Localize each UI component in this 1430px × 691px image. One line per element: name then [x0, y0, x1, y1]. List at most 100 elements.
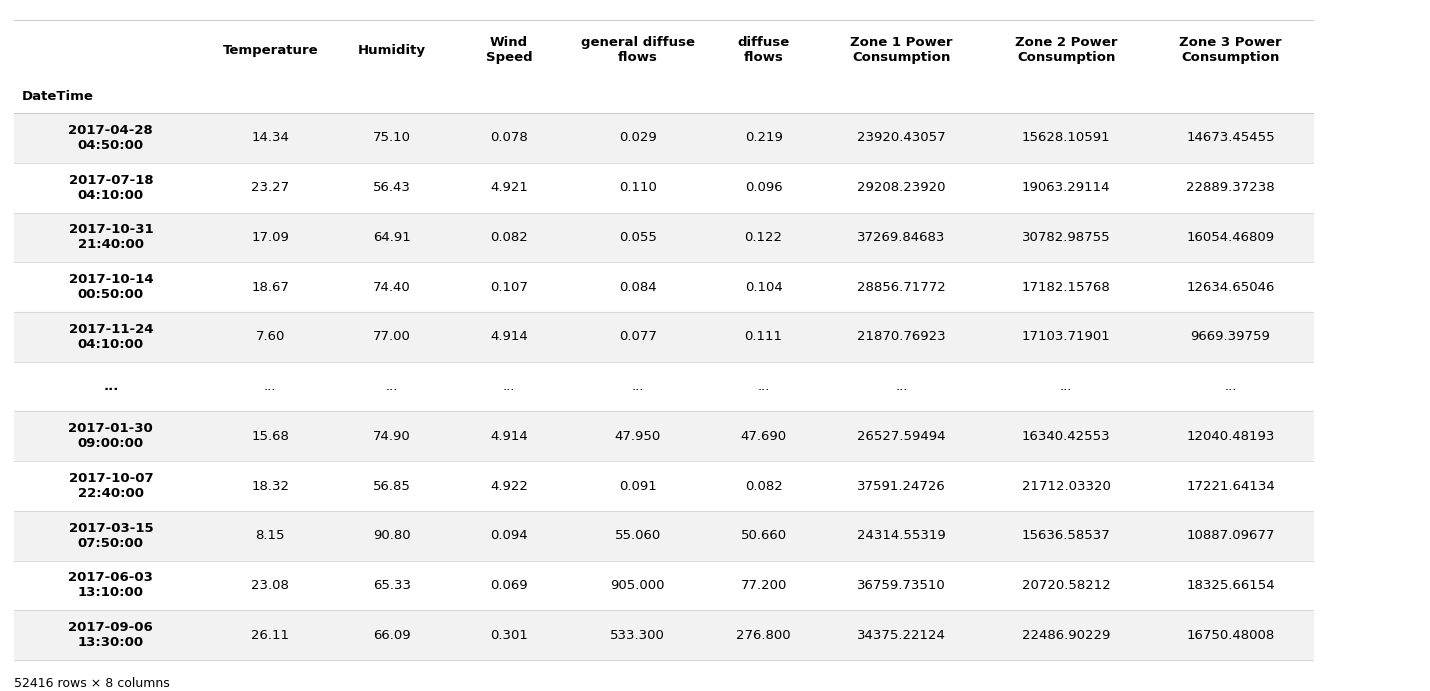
Text: 533.300: 533.300	[611, 629, 665, 642]
Text: 14673.45455: 14673.45455	[1187, 131, 1274, 144]
Text: Humidity: Humidity	[358, 44, 426, 57]
Text: 36759.73510: 36759.73510	[857, 579, 947, 592]
Text: 16340.42553: 16340.42553	[1022, 430, 1110, 443]
Text: 0.029: 0.029	[619, 131, 656, 144]
Text: 4.921: 4.921	[490, 181, 528, 194]
Text: 0.110: 0.110	[619, 181, 656, 194]
Text: 10887.09677: 10887.09677	[1187, 529, 1274, 542]
Text: 276.800: 276.800	[736, 629, 791, 642]
Bar	[14, 461, 1313, 511]
Bar	[14, 113, 1313, 163]
Text: ...: ...	[1060, 380, 1072, 393]
Text: ...: ...	[895, 380, 908, 393]
Text: 23.27: 23.27	[252, 181, 289, 194]
Bar	[14, 610, 1313, 660]
Text: 66.09: 66.09	[373, 629, 410, 642]
Text: 18.32: 18.32	[252, 480, 289, 493]
Text: 24314.55319: 24314.55319	[857, 529, 947, 542]
Text: general diffuse
flows: general diffuse flows	[581, 37, 695, 64]
Bar	[14, 163, 1313, 213]
Text: 56.43: 56.43	[373, 181, 410, 194]
Text: 0.077: 0.077	[619, 330, 656, 343]
Text: 0.111: 0.111	[745, 330, 782, 343]
Text: 12040.48193: 12040.48193	[1187, 430, 1274, 443]
Text: 26527.59494: 26527.59494	[858, 430, 945, 443]
Text: 34375.22124: 34375.22124	[857, 629, 947, 642]
Text: ...: ...	[265, 380, 276, 393]
Text: 2017-10-14
00:50:00: 2017-10-14 00:50:00	[69, 273, 153, 301]
Text: 0.082: 0.082	[490, 231, 528, 244]
Bar	[14, 411, 1313, 461]
Text: ...: ...	[386, 380, 398, 393]
Bar	[14, 213, 1313, 263]
Text: 2017-04-28
04:50:00: 2017-04-28 04:50:00	[69, 124, 153, 152]
Bar	[14, 312, 1313, 361]
Text: 0.219: 0.219	[745, 131, 782, 144]
Text: 8.15: 8.15	[256, 529, 285, 542]
Text: 2017-09-06
13:30:00: 2017-09-06 13:30:00	[69, 621, 153, 650]
Text: 55.060: 55.060	[615, 529, 661, 542]
Text: 17182.15768: 17182.15768	[1021, 281, 1111, 294]
Text: 0.069: 0.069	[490, 579, 528, 592]
Text: 21870.76923: 21870.76923	[858, 330, 945, 343]
Text: 17103.71901: 17103.71901	[1021, 330, 1111, 343]
Text: Zone 2 Power
Consumption: Zone 2 Power Consumption	[1015, 37, 1117, 64]
Text: 47.950: 47.950	[615, 430, 661, 443]
Text: ...: ...	[1224, 380, 1237, 393]
Text: 20720.58212: 20720.58212	[1021, 579, 1111, 592]
Text: 77.200: 77.200	[741, 579, 786, 592]
Text: 2017-03-15
07:50:00: 2017-03-15 07:50:00	[69, 522, 153, 550]
Text: 4.922: 4.922	[490, 480, 528, 493]
Text: ...: ...	[632, 380, 644, 393]
Text: 64.91: 64.91	[373, 231, 410, 244]
Bar	[14, 511, 1313, 560]
Text: 16054.46809: 16054.46809	[1187, 231, 1274, 244]
Text: 22889.37238: 22889.37238	[1187, 181, 1274, 194]
Text: 19063.29114: 19063.29114	[1022, 181, 1110, 194]
Text: 905.000: 905.000	[611, 579, 665, 592]
Text: 65.33: 65.33	[373, 579, 410, 592]
Text: ...: ...	[503, 380, 515, 393]
Text: 0.084: 0.084	[619, 281, 656, 294]
Text: 74.40: 74.40	[373, 281, 410, 294]
Text: 2017-07-18
04:10:00: 2017-07-18 04:10:00	[69, 173, 153, 202]
Text: 4.914: 4.914	[490, 430, 528, 443]
Text: 18.67: 18.67	[252, 281, 289, 294]
Text: 0.122: 0.122	[745, 231, 782, 244]
Text: 2017-10-07
22:40:00: 2017-10-07 22:40:00	[69, 472, 153, 500]
Text: 23920.43057: 23920.43057	[858, 131, 945, 144]
Text: 52416 rows × 8 columns: 52416 rows × 8 columns	[14, 677, 170, 690]
Bar	[14, 361, 1313, 411]
Text: 17221.64134: 17221.64134	[1185, 480, 1276, 493]
Text: 0.104: 0.104	[745, 281, 782, 294]
Text: 23.08: 23.08	[252, 579, 289, 592]
Text: 37269.84683: 37269.84683	[858, 231, 945, 244]
Text: 47.690: 47.690	[741, 430, 786, 443]
Bar	[14, 560, 1313, 610]
Text: 14.34: 14.34	[252, 131, 289, 144]
Text: Temperature: Temperature	[223, 44, 317, 57]
Text: 15.68: 15.68	[252, 430, 289, 443]
Text: 16750.48008: 16750.48008	[1187, 629, 1274, 642]
Text: 0.096: 0.096	[745, 181, 782, 194]
Text: 7.60: 7.60	[256, 330, 285, 343]
Text: 56.85: 56.85	[373, 480, 410, 493]
Text: 50.660: 50.660	[741, 529, 786, 542]
Text: diffuse
flows: diffuse flows	[738, 37, 789, 64]
Text: 4.914: 4.914	[490, 330, 528, 343]
Text: 2017-06-03
13:10:00: 2017-06-03 13:10:00	[69, 571, 153, 600]
Text: DateTime: DateTime	[21, 91, 93, 103]
Text: Zone 1 Power
Consumption: Zone 1 Power Consumption	[851, 37, 952, 64]
Text: 2017-11-24
04:10:00: 2017-11-24 04:10:00	[69, 323, 153, 351]
Text: 0.078: 0.078	[490, 131, 528, 144]
Text: 17.09: 17.09	[252, 231, 289, 244]
Text: 75.10: 75.10	[373, 131, 410, 144]
Text: 2017-01-30
09:00:00: 2017-01-30 09:00:00	[69, 422, 153, 451]
Text: 0.301: 0.301	[490, 629, 528, 642]
Bar	[14, 263, 1313, 312]
Text: Wind
Speed: Wind Speed	[486, 37, 532, 64]
Text: 0.082: 0.082	[745, 480, 782, 493]
Text: 9669.39759: 9669.39759	[1191, 330, 1270, 343]
Text: ...: ...	[103, 380, 119, 393]
Text: 2017-10-31
21:40:00: 2017-10-31 21:40:00	[69, 223, 153, 252]
